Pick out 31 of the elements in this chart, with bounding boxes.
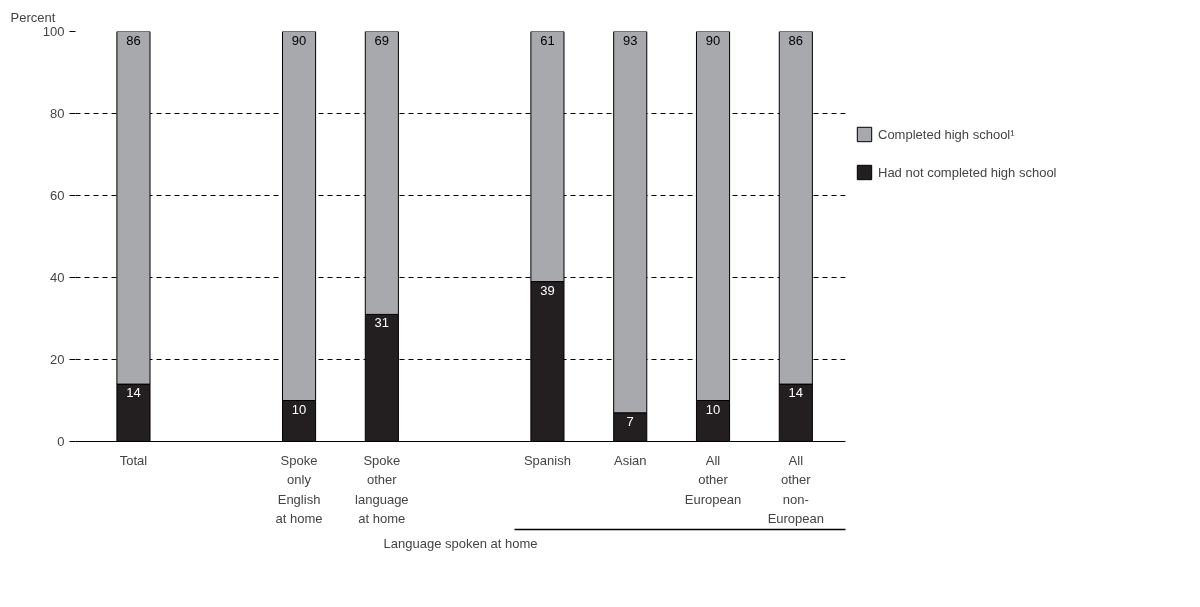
x-tick-label: Asian xyxy=(613,452,647,468)
y-tick-label: 100 xyxy=(42,24,65,39)
legend-label: Had not completed high school xyxy=(878,164,1057,180)
data-label: 93 xyxy=(623,32,638,48)
data-label: 86 xyxy=(788,32,804,48)
y-tick-label: 60 xyxy=(50,188,65,203)
x-tick-label: Spoke only English at home xyxy=(275,452,323,526)
data-label: 90 xyxy=(291,32,307,48)
data-label: 90 xyxy=(705,32,721,48)
data-label: 10 xyxy=(291,401,307,417)
data-label: 86 xyxy=(126,32,141,48)
data-label: 39 xyxy=(540,282,555,298)
y-tick-label: 20 xyxy=(50,352,65,367)
x-tick-label: Total xyxy=(119,452,148,468)
x-tick-label: Spoke other language at home xyxy=(355,452,409,526)
x-tick-label: All other non- European xyxy=(767,452,825,526)
text: Language spoken at home xyxy=(383,535,538,551)
data-label: 10 xyxy=(705,401,721,417)
y-tick-label: 80 xyxy=(50,106,65,121)
legend-label: Completed high school¹ xyxy=(878,126,1015,142)
data-label: 7 xyxy=(626,413,634,429)
data-label: 69 xyxy=(374,32,390,48)
data-label: 14 xyxy=(126,385,141,401)
y-tick-label: 40 xyxy=(50,270,65,285)
x-tick-label: Spanish xyxy=(523,452,571,468)
y-tick-label: 0 xyxy=(57,434,65,449)
data-label: 61 xyxy=(540,32,555,48)
data-label: 31 xyxy=(374,315,390,331)
data-label: 14 xyxy=(788,385,804,401)
y-axis-title: Percent xyxy=(10,9,56,25)
x-tick-label: All other European xyxy=(684,452,742,507)
